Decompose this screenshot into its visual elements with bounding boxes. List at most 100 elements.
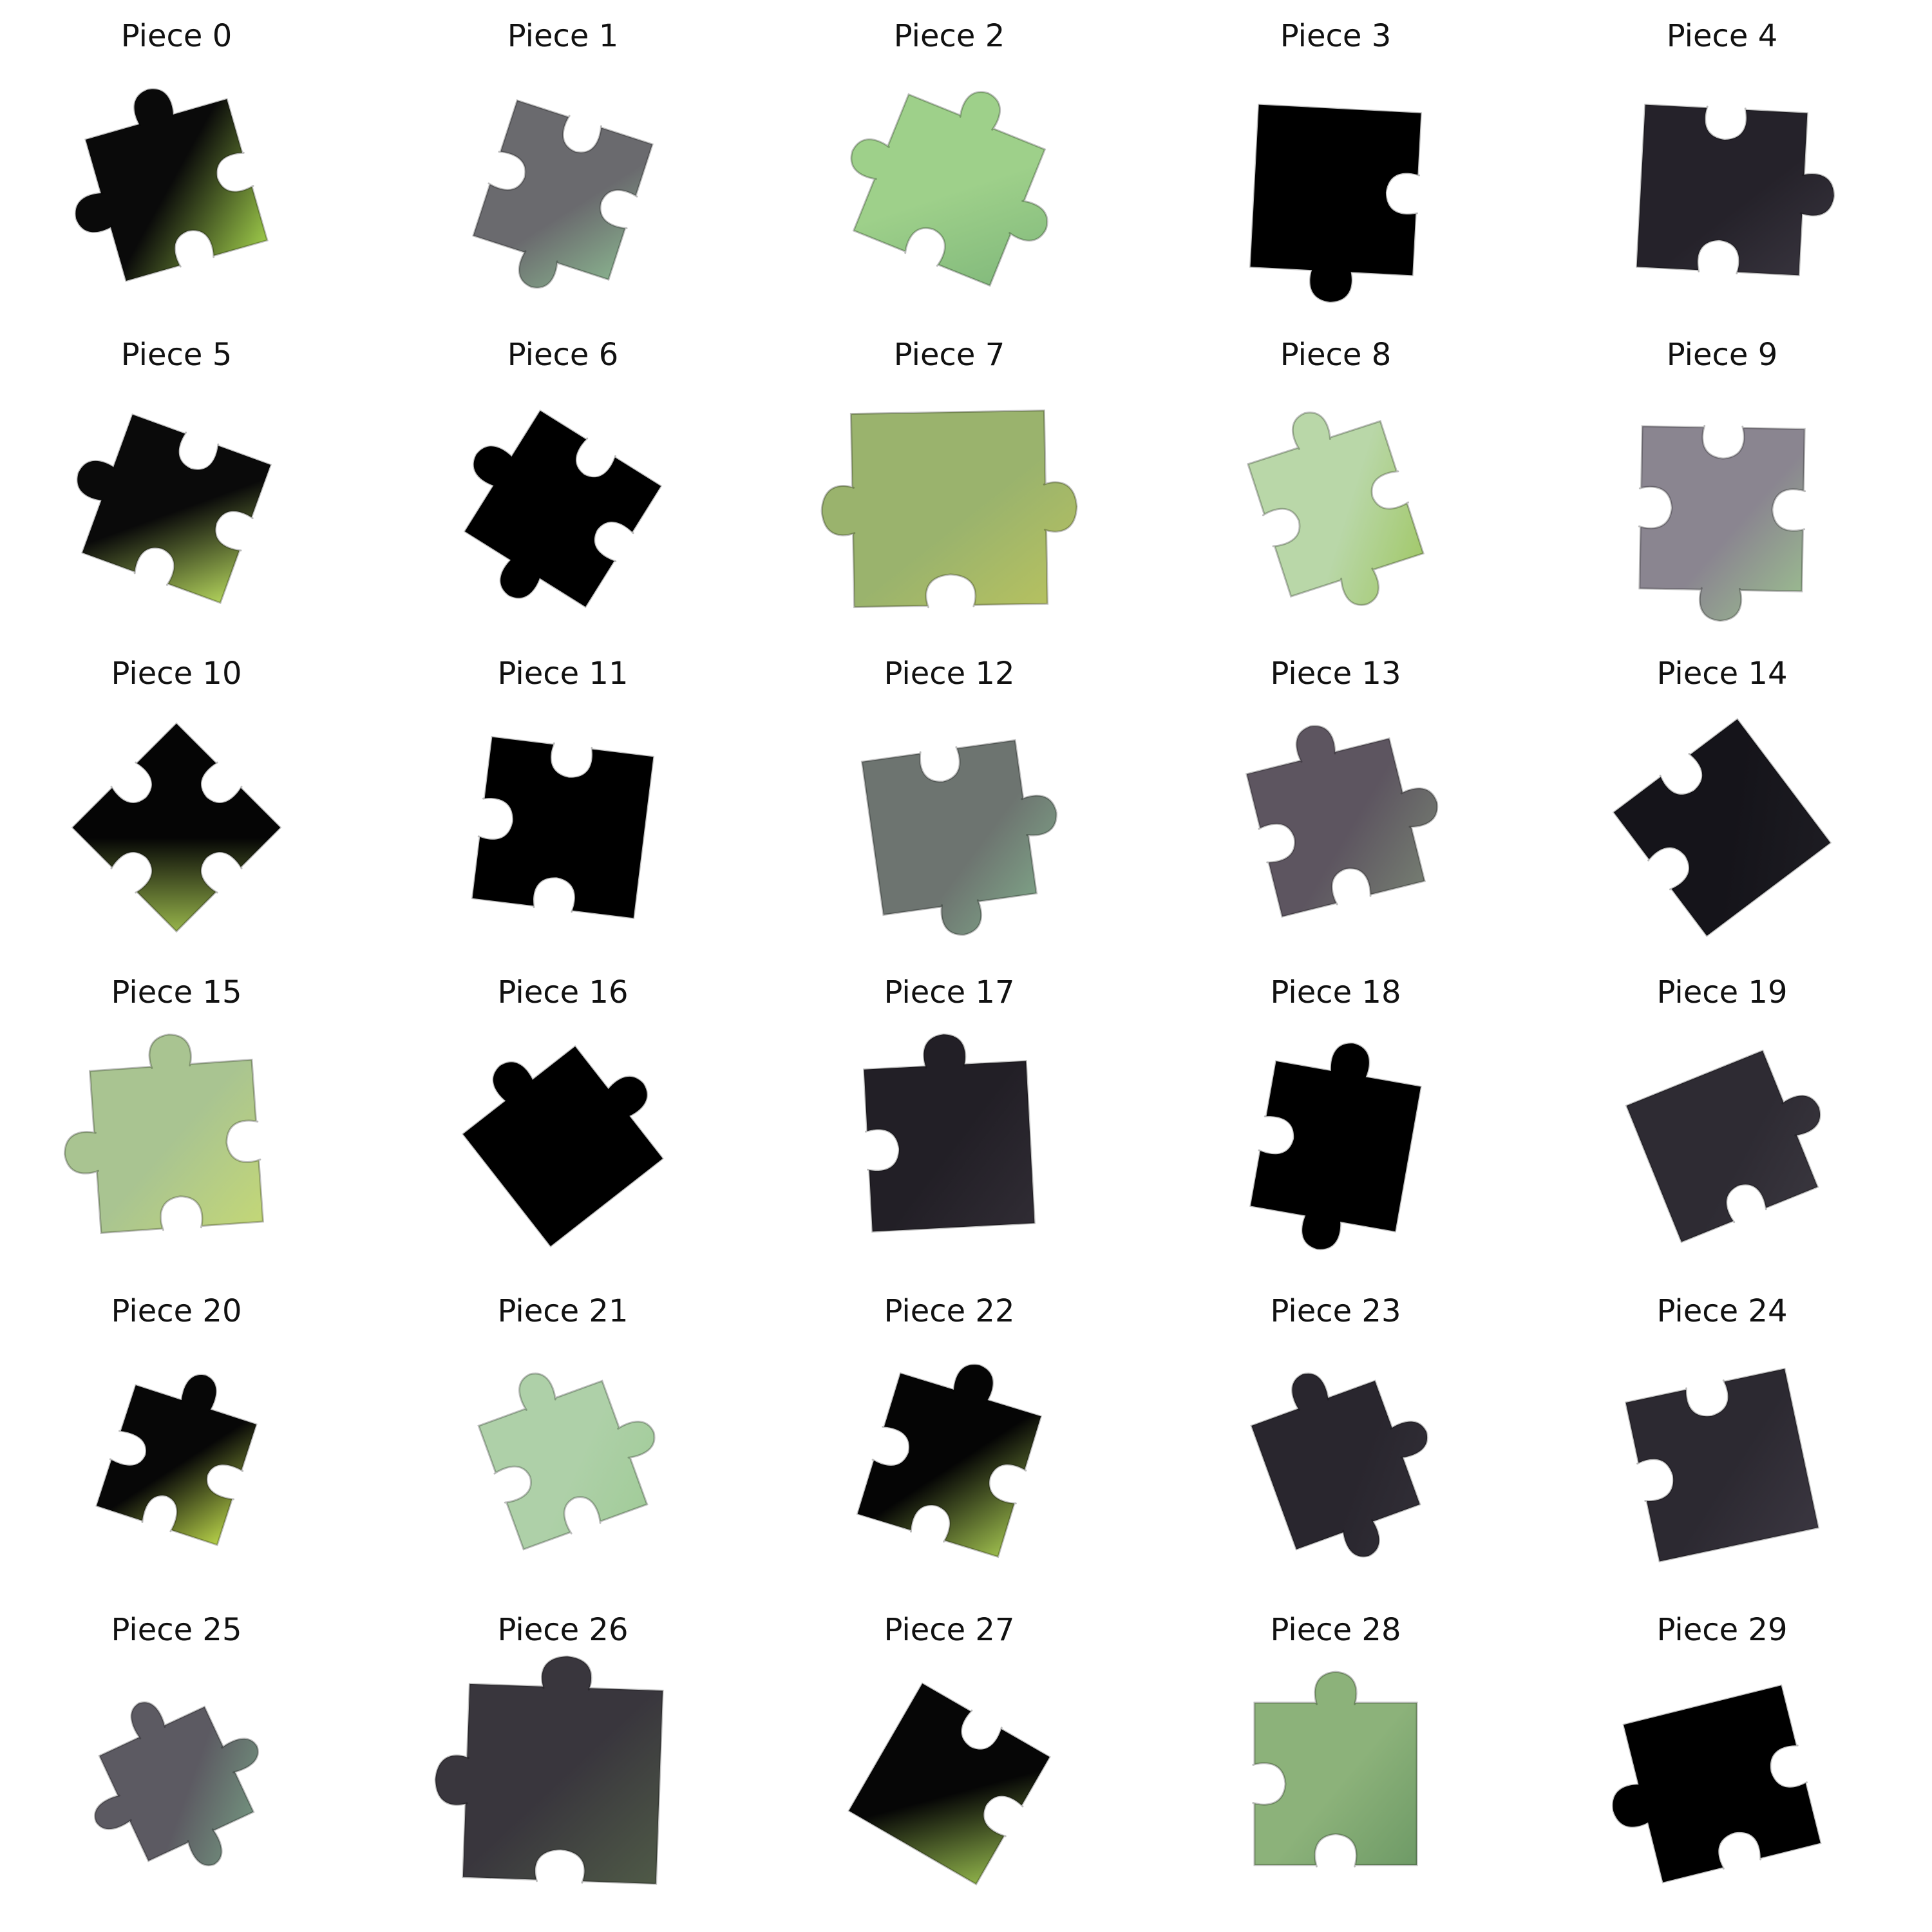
puzzle-piece-cell: Piece 14: [1529, 638, 1915, 956]
piece-title: Piece 28: [1270, 1612, 1401, 1648]
piece-title: Piece 23: [1270, 1293, 1401, 1329]
puzzle-piece-shape: [1247, 412, 1425, 606]
puzzle-piece-image: [1245, 724, 1439, 918]
piece-title: Piece 24: [1656, 1293, 1788, 1329]
puzzle-piece-image: [1636, 104, 1835, 276]
puzzle-piece-shape: [63, 1033, 265, 1235]
piece-title: Piece 6: [507, 337, 619, 373]
puzzle-piece-shape: [1252, 1671, 1418, 1868]
puzzle-piece-image: [434, 1655, 664, 1885]
piece-title: Piece 9: [1666, 337, 1778, 373]
piece-title: Piece 1: [507, 18, 619, 54]
puzzle-piece-cell: Piece 25: [0, 1594, 370, 1913]
puzzle-piece-shape: [1250, 1372, 1428, 1558]
puzzle-piece-image: [856, 1363, 1043, 1558]
puzzle-piece-image: [76, 413, 272, 605]
puzzle-piece-cell: Piece 23: [1142, 1275, 1529, 1594]
puzzle-piece-shape: [95, 1374, 258, 1546]
puzzle-piece-image: [1249, 1042, 1422, 1251]
piece-title: Piece 27: [884, 1612, 1015, 1648]
puzzle-piece-shape: [434, 1655, 664, 1885]
puzzle-piece-cell: Piece 21: [370, 1275, 756, 1594]
puzzle-piece-cell: Piece 15: [0, 956, 370, 1275]
puzzle-piece-image: [820, 409, 1078, 609]
puzzle-piece-image: [1252, 1671, 1418, 1868]
piece-title: Piece 8: [1280, 337, 1392, 373]
piece-title: Piece 11: [497, 656, 629, 692]
puzzle-piece-shape: [1625, 1049, 1821, 1244]
puzzle-piece-image: [1624, 1367, 1820, 1563]
puzzle-piece-image: [93, 1701, 260, 1867]
puzzle-piece-shape: [76, 413, 272, 605]
puzzle-piece-shape: [1249, 104, 1422, 303]
puzzle-piece-cell: Piece 7: [756, 319, 1142, 638]
puzzle-piece-shape: [860, 739, 1057, 936]
piece-title: Piece 25: [111, 1612, 242, 1648]
puzzle-piece-shape: [856, 1363, 1043, 1558]
puzzle-piece-shape: [1624, 1367, 1820, 1563]
puzzle-piece-cell: Piece 19: [1529, 956, 1915, 1275]
puzzle-piece-cell: Piece 5: [0, 319, 370, 638]
piece-title: Piece 22: [884, 1293, 1015, 1329]
puzzle-piece-cell: Piece 9: [1529, 319, 1915, 638]
puzzle-piece-image: [848, 1682, 1051, 1886]
puzzle-piece-cell: Piece 29: [1529, 1594, 1915, 1913]
piece-title: Piece 29: [1656, 1612, 1788, 1648]
puzzle-piece-image: [850, 91, 1048, 287]
puzzle-piece-cell: Piece 1: [370, 0, 756, 319]
puzzle-piece-image: [1250, 1372, 1428, 1558]
piece-title: Piece 13: [1270, 656, 1401, 692]
puzzle-piece-image: [863, 1033, 1036, 1233]
piece-title: Piece 2: [893, 18, 1005, 54]
puzzle-piece-cell: Piece 4: [1529, 0, 1915, 319]
puzzle-piece-shape: [477, 1372, 656, 1551]
puzzle-piece-cell: Piece 18: [1142, 956, 1529, 1275]
puzzle-piece-shape: [863, 1033, 1036, 1233]
puzzle-piece-cell: Piece 17: [756, 956, 1142, 1275]
puzzle-piece-shape: [1245, 724, 1439, 918]
puzzle-piece-image: [95, 1374, 258, 1546]
puzzle-piece-cell: Piece 27: [756, 1594, 1142, 1913]
puzzle-piece-image: [461, 1045, 665, 1248]
piece-title: Piece 26: [497, 1612, 629, 1648]
puzzle-piece-shape: [93, 1701, 260, 1867]
piece-title: Piece 10: [111, 656, 242, 692]
puzzle-piece-image: [71, 722, 282, 933]
puzzle-piece-cell: Piece 11: [370, 638, 756, 956]
puzzle-piece-image: [1247, 412, 1425, 606]
puzzle-piece-shape: [463, 409, 663, 609]
puzzle-piece-cell: Piece 16: [370, 956, 756, 1275]
piece-title: Piece 20: [111, 1293, 242, 1329]
puzzle-piece-cell: Piece 6: [370, 319, 756, 638]
puzzle-piece-image: [1638, 424, 1806, 622]
puzzle-piece-cell: Piece 24: [1529, 1275, 1915, 1594]
puzzle-piece-shape: [1612, 717, 1832, 938]
puzzle-piece-image: [1612, 717, 1832, 938]
puzzle-piece-shape: [848, 1682, 1051, 1886]
piece-title: Piece 3: [1280, 18, 1392, 54]
puzzle-piece-shape: [850, 91, 1048, 287]
piece-title: Piece 4: [1666, 18, 1778, 54]
puzzle-piece-image: [477, 1372, 656, 1551]
puzzle-piece-cell: Piece 3: [1142, 0, 1529, 319]
piece-title: Piece 15: [111, 974, 242, 1010]
piece-title: Piece 7: [893, 337, 1005, 373]
puzzle-piece-shape: [1611, 1684, 1822, 1884]
puzzle-piece-cell: Piece 28: [1142, 1594, 1529, 1913]
puzzle-piece-cell: Piece 20: [0, 1275, 370, 1594]
puzzle-piece-image: [471, 735, 655, 920]
piece-title: Piece 19: [1656, 974, 1788, 1010]
puzzle-piece-image: [74, 88, 269, 282]
piece-title: Piece 12: [884, 656, 1015, 692]
puzzle-piece-image: [463, 409, 663, 609]
puzzle-piece-image: [1611, 1684, 1822, 1884]
piece-title: Piece 14: [1656, 656, 1788, 692]
puzzle-piece-image: [1249, 104, 1422, 303]
puzzle-piece-cell: Piece 0: [0, 0, 370, 319]
puzzle-piece-shape: [71, 722, 282, 933]
puzzle-piece-cell: Piece 12: [756, 638, 1142, 956]
puzzle-piece-shape: [1636, 104, 1835, 276]
puzzle-piece-image: [63, 1033, 265, 1235]
piece-title: Piece 5: [120, 337, 232, 373]
